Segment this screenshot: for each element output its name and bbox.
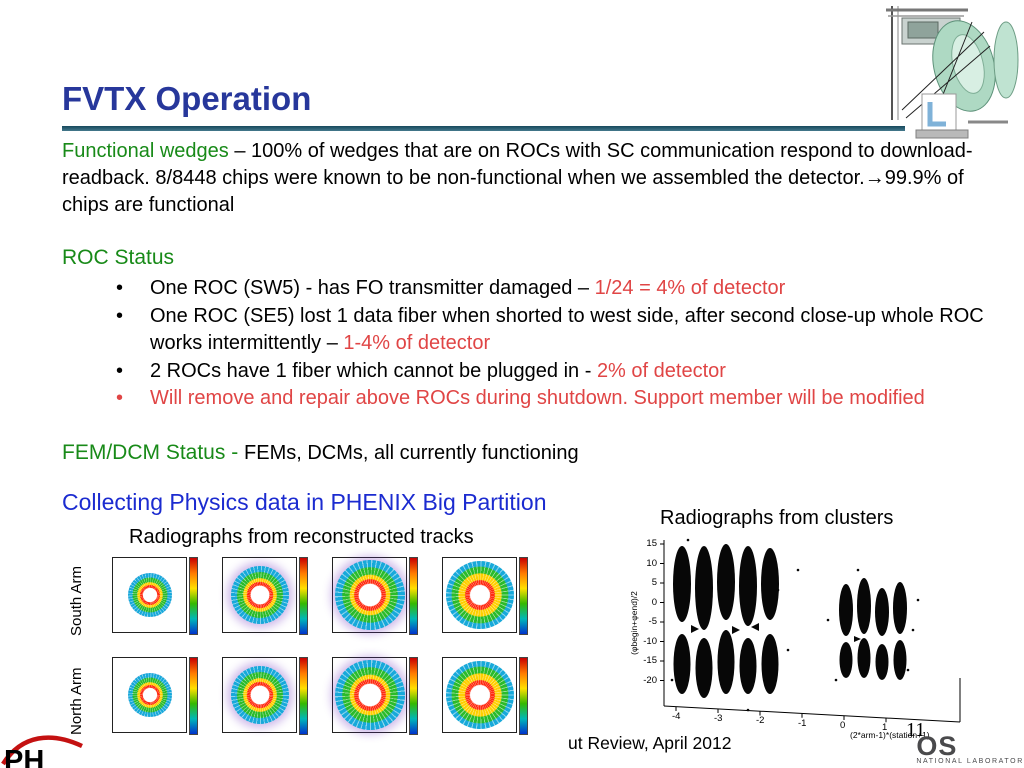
wedge-disk-image xyxy=(445,561,514,629)
intro-text: 100% of wedges that are on ROCs with SC … xyxy=(62,140,973,216)
y-tick-label: -20 xyxy=(643,674,657,686)
colorbar xyxy=(409,557,418,635)
detector-drawing-icon xyxy=(886,6,1019,139)
x-tick-label: -3 xyxy=(714,713,723,725)
radiograph-panel xyxy=(428,652,532,746)
clusters-scatter-plot: 15 10 5 0 -5 -10 -15 -20 -4 -3 -2 -1 0 1 (φbegin+φen… xyxy=(628,530,978,760)
y-tick-label: -10 xyxy=(643,635,657,647)
wedge-disk-image xyxy=(230,666,289,724)
bullet-red-text: 2% of detector xyxy=(596,359,726,382)
fem-dcm-heading: FEM/DCM Status - xyxy=(62,440,245,464)
page-number: 11 xyxy=(906,719,926,741)
bullet-red-text: 1-4% of detector xyxy=(343,332,491,354)
colorbar xyxy=(299,657,308,735)
north-arm-row: North Arm xyxy=(64,652,574,748)
roc-bullet: 2 ROCs have 1 fiber which cannot be plug… xyxy=(62,358,988,386)
plot-frame xyxy=(332,657,407,733)
y-tick-label: -15 xyxy=(643,655,657,666)
wedge-disk-image xyxy=(445,661,514,729)
radiographs-clusters-title: Radiographs from clusters xyxy=(660,507,894,529)
bullet-red-text: 1/24 = 4% of detector xyxy=(594,277,786,299)
radiograph-grid: South Arm North Arm xyxy=(64,552,574,752)
y-tick-label: -5 xyxy=(648,616,657,627)
phenix-logo: PH xyxy=(0,726,100,768)
colorbar xyxy=(189,557,198,635)
fvtx-detector-image xyxy=(872,2,1022,142)
fem-dcm-text: FEMs, DCMs, all currently functioning xyxy=(244,441,579,464)
y-tick-label: 0 xyxy=(651,596,657,608)
bullet-text: One ROC (SE5) lost 1 data fiber when sho… xyxy=(150,304,984,355)
roc-bullet-list: One ROC (SW5) - has FO transmitter damag… xyxy=(62,275,988,413)
bullet-text: One ROC (SW5) - has FO transmitter damag… xyxy=(150,277,595,299)
colorbar xyxy=(409,657,418,735)
lanl-logo: OS NATIONAL LABORATORY xyxy=(916,731,1024,766)
phenix-logo-arc-icon: PH xyxy=(1,735,83,768)
page-title: FVTX Operation xyxy=(62,80,312,117)
radiograph-panel xyxy=(98,652,202,746)
intro-paragraph: Functional wedges – 100% of wedges that … xyxy=(62,138,988,219)
plot-frame xyxy=(222,557,297,633)
colorbar xyxy=(519,657,528,735)
wedge-disk-image xyxy=(230,566,289,624)
plot-frame xyxy=(222,657,297,733)
radiograph-panel xyxy=(208,652,312,746)
south-arm-row: South Arm xyxy=(64,552,574,648)
lanl-logo-subtext: NATIONAL LABORATORY xyxy=(916,758,1024,765)
colorbar xyxy=(519,557,528,635)
radiographs-tracks-title: Radiographs from reconstructed tracks xyxy=(129,526,474,548)
x-tick-label: 0 xyxy=(840,719,846,731)
roc-bullet: One ROC (SE5) lost 1 data fiber when sho… xyxy=(62,303,988,358)
collecting-physics-line: Collecting Physics data in PHENIX Big Pa… xyxy=(62,488,547,515)
colorbar xyxy=(189,657,198,735)
x-tick-label: -1 xyxy=(798,717,807,729)
phenix-logo-text: PH xyxy=(4,745,44,768)
intro-lead: Functional wedges xyxy=(62,140,229,162)
bullet-red-text: Will remove and repair above ROCs during… xyxy=(150,387,925,409)
clusters-yticks: 15 10 5 0 -5 -10 -15 -20 xyxy=(628,530,659,730)
roc-bullet: One ROC (SW5) - has FO transmitter damag… xyxy=(62,275,988,303)
wedge-disk-image xyxy=(334,560,405,630)
radiograph-panel xyxy=(208,552,312,646)
south-arm-label: South Arm xyxy=(68,565,85,637)
x-tick-label: -4 xyxy=(672,711,681,722)
clusters-plot-canvas xyxy=(660,538,961,723)
x-tick-label: -2 xyxy=(756,715,765,727)
footer-review-text: ut Review, April 2012 xyxy=(568,733,732,753)
radiograph-panel xyxy=(98,552,202,646)
y-tick-label: 5 xyxy=(651,577,657,588)
y-tick-label: 15 xyxy=(646,538,657,549)
radiograph-panel xyxy=(428,552,532,646)
roc-bullet: Will remove and repair above ROCs during… xyxy=(62,385,988,413)
lanl-logo-text: OS xyxy=(916,731,958,761)
roc-status-heading: ROC Status xyxy=(62,246,175,269)
colorbar xyxy=(299,557,308,635)
radiograph-panel xyxy=(318,652,422,746)
wedge-disk-image xyxy=(334,660,405,730)
radiograph-panel xyxy=(318,552,422,646)
plot-frame xyxy=(112,557,187,633)
clusters-x-axis-label: (2*arm-1)*(station+1) xyxy=(850,730,930,740)
plot-frame xyxy=(112,657,187,733)
slide-body: Functional wedges – 100% of wedges that … xyxy=(62,138,988,516)
plot-frame xyxy=(332,557,407,633)
fem-dcm-status-line: FEM/DCM Status - FEMs, DCMs, all current… xyxy=(62,439,988,467)
clusters-y-axis-label: (φbegin+φend)/2 xyxy=(628,591,639,655)
bullet-text: 2 ROCs have 1 fiber which cannot be plug… xyxy=(150,359,597,382)
intro-sep: – xyxy=(228,140,252,162)
title-underline xyxy=(62,126,905,131)
y-tick-label: 10 xyxy=(646,557,657,569)
wedge-disk-image xyxy=(127,673,172,717)
x-tick-label: 1 xyxy=(882,722,888,733)
plot-frame xyxy=(442,557,517,633)
clusters-xticks: -4 -3 -2 -1 0 1 xyxy=(664,708,964,733)
wedge-disk-image xyxy=(127,573,172,617)
plot-frame xyxy=(442,657,517,733)
